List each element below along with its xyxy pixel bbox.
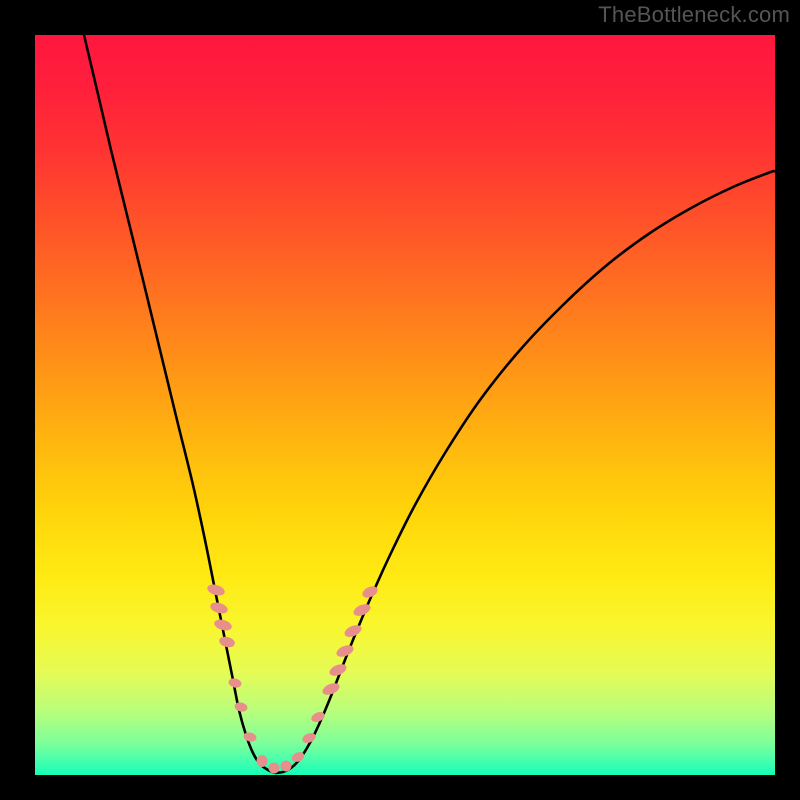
bead-mark (269, 763, 280, 774)
bead-mark (281, 761, 292, 772)
bottleneck-curve-chart (35, 35, 775, 775)
gradient-background (35, 35, 775, 775)
plot-area (35, 35, 775, 775)
watermark-text: TheBottleneck.com (598, 2, 790, 28)
bead-mark (257, 755, 268, 767)
chart-frame: TheBottleneck.com (0, 0, 800, 800)
